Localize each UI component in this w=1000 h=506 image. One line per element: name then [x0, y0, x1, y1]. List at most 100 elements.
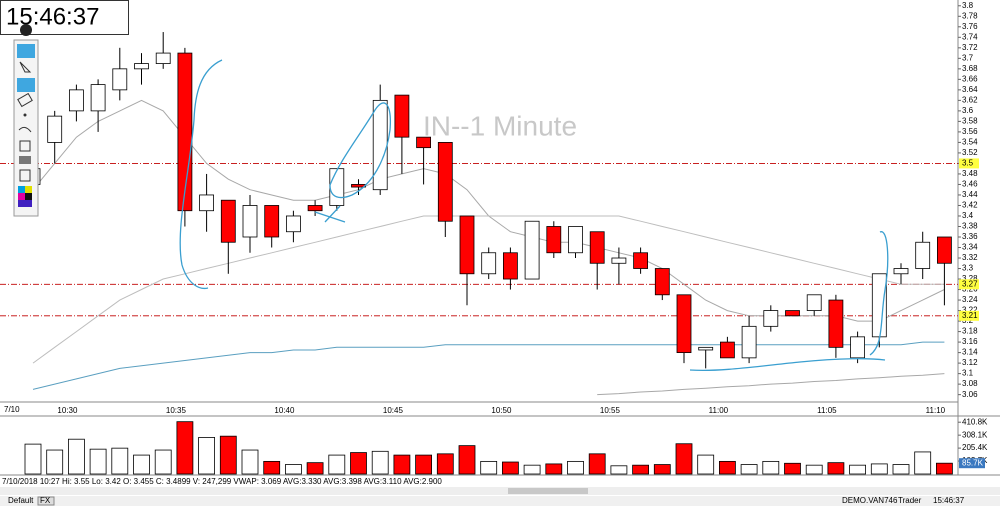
account: DEMO.VAN746 — [842, 496, 898, 505]
y-tick-label: 3.24 — [962, 295, 978, 304]
candle-body — [741, 325, 757, 359]
candle-body — [763, 310, 779, 327]
user-role: Trader — [898, 496, 922, 505]
toolbar-undo[interactable] — [18, 126, 32, 133]
candle-body — [459, 215, 475, 275]
candle-body — [806, 294, 822, 311]
candle-body — [416, 136, 432, 149]
level-label-bg — [959, 279, 979, 290]
candle-body — [871, 273, 887, 338]
toolbar-color[interactable] — [25, 186, 32, 193]
volume-bar — [306, 462, 324, 475]
candle-body — [242, 205, 258, 238]
candle-body — [372, 99, 388, 191]
toolbar-trash[interactable] — [19, 140, 31, 152]
toolbar-color[interactable] — [25, 193, 32, 200]
candle-body — [915, 241, 931, 269]
y-tick-label: 3.48 — [962, 169, 978, 178]
toolbar-color[interactable] — [18, 200, 32, 207]
overlay-line — [32, 341, 945, 390]
annotation-stroke — [179, 59, 223, 290]
candle-body — [199, 194, 215, 212]
toolbar-pointer[interactable] — [19, 61, 32, 73]
candle-body — [220, 199, 236, 243]
x-tick-label: 10:50 — [491, 406, 512, 415]
tab[interactable]: Default — [8, 496, 34, 505]
y-tick-label: 410.8K — [962, 417, 988, 426]
x-tick-label: 10:45 — [383, 406, 404, 415]
y-tick-label: 3.6 — [962, 106, 974, 115]
y-tick-label: 3.16 — [962, 337, 978, 346]
y-tick-label: 3.8 — [962, 1, 974, 10]
candle-body — [937, 236, 952, 264]
volume-bar — [219, 435, 237, 475]
level-label: 3.5 — [962, 159, 974, 168]
volume-bar — [458, 445, 476, 475]
candle-body — [264, 205, 280, 238]
candle-body — [90, 84, 106, 112]
volume-bar — [784, 462, 801, 475]
volume-bar — [719, 460, 736, 475]
candle-body — [437, 142, 453, 222]
candle-body — [720, 341, 735, 359]
toolbar-pin[interactable] — [20, 24, 32, 36]
scrollbar-track — [0, 487, 1000, 495]
candle-body — [589, 231, 605, 264]
level-label: 3.27 — [962, 279, 978, 288]
overlay-line — [597, 373, 945, 396]
y-tick-label: 3.62 — [962, 95, 978, 104]
volume-bar — [154, 449, 172, 475]
volume-bar — [371, 450, 389, 475]
y-tick-label: 3.76 — [962, 22, 978, 31]
candle-body — [329, 168, 345, 206]
y-tick-label: 3.4 — [962, 211, 974, 220]
candle-body — [676, 294, 692, 354]
volume-bar — [849, 464, 866, 475]
volume-bar — [805, 464, 823, 475]
annotations — [179, 59, 889, 372]
volume-bar — [176, 421, 194, 475]
y-tick-label: 3.72 — [962, 43, 978, 52]
toolbar-camera[interactable] — [19, 156, 31, 164]
candle-body — [568, 226, 583, 254]
candle-body — [698, 346, 714, 351]
toolbar-color[interactable] — [18, 193, 25, 200]
volume-bar — [263, 460, 281, 475]
toolbar-clipboard[interactable] — [19, 169, 31, 182]
tab[interactable]: FX — [40, 496, 51, 505]
toolbar-dot[interactable] — [23, 113, 27, 117]
candle-body — [850, 336, 865, 359]
annotation-stroke — [314, 205, 346, 223]
x-tick-label: 10:40 — [274, 406, 295, 415]
y-tick-label: 3.44 — [962, 190, 978, 199]
last-value-bg — [959, 458, 985, 469]
drawing-toolbar — [13, 24, 39, 217]
annotation-stroke — [869, 231, 889, 356]
y-tick-label: 3.74 — [962, 32, 978, 41]
candle-body — [394, 94, 410, 138]
y-tick-label: 3.34 — [962, 243, 978, 252]
candle-body — [47, 115, 63, 143]
candle-body — [112, 68, 128, 91]
candle-body — [69, 89, 84, 112]
x-tick-label: 11:00 — [709, 406, 729, 415]
volume-bar — [328, 454, 346, 475]
annotation-stroke — [689, 358, 886, 372]
toolbar-pencil[interactable] — [17, 78, 35, 92]
plot-area: 3.83.78 3.763.74 3.723.7 3.683.66 3.643.62 3.… — [0, 1, 988, 475]
candle-body — [502, 252, 518, 280]
volume-bar — [632, 464, 649, 475]
candle-body — [611, 257, 627, 264]
volume-bar — [870, 463, 888, 475]
x-tick-label: 10:35 — [166, 406, 187, 415]
toolbar-eraser[interactable] — [17, 92, 33, 108]
y-tick-label: 3.7 — [962, 53, 974, 62]
volume-bar — [610, 465, 628, 475]
toolbar-color[interactable] — [18, 186, 25, 193]
y-tick-label: 3.1 — [962, 369, 974, 378]
scrollbar-thumb[interactable] — [508, 488, 588, 494]
y-tick-label: 3.08 — [962, 379, 978, 388]
status-line: 7/10/2018 10:27 Hi: 3.55 Lo: 3.42 O: 3.4… — [2, 477, 442, 486]
toolbar-eye[interactable] — [17, 44, 35, 58]
